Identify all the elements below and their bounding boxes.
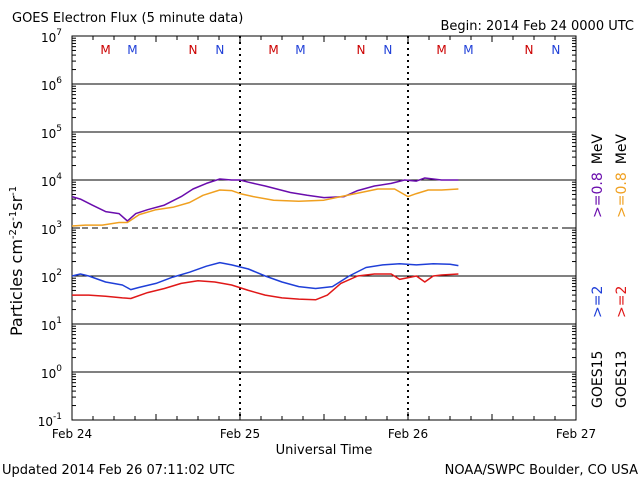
y-axis-label: Particles cm-2s-1sr-1 — [7, 186, 26, 336]
chart-title: GOES Electron Flux (5 minute data) — [12, 11, 243, 26]
y-tick-label: 100 — [41, 364, 62, 381]
legend-goes15-low: >=2 — [590, 286, 606, 318]
y-tick-label: 102 — [41, 268, 62, 285]
legend-goes15-high: >=0.8MeV — [590, 134, 606, 218]
y-tick-label: 107 — [41, 28, 62, 45]
series-line-2 — [71, 261, 459, 291]
legend: >=0.8MeV >=0.8MeV >=2 >=2 GOES15 GOES13 — [590, 134, 630, 408]
local-time-marker: M — [436, 43, 446, 57]
series-line-3 — [72, 273, 459, 301]
series-line-0 — [71, 177, 459, 222]
begin-date: Begin: 2014 Feb 24 0000 UTC — [440, 19, 634, 34]
local-time-marker: N — [551, 43, 560, 57]
local-time-marker: N — [524, 43, 533, 57]
y-tick-label: 106 — [41, 76, 62, 93]
legend-goes13-label: GOES13 — [614, 351, 630, 408]
local-time-marker: M — [100, 43, 110, 57]
x-tick-label: Feb 24 — [52, 427, 92, 441]
local-time-marker: M — [127, 43, 137, 57]
local-time-marker: M — [463, 43, 473, 57]
y-tick-label: 103 — [41, 220, 62, 237]
y-tick-label: 104 — [41, 172, 62, 189]
local-time-marker: N — [215, 43, 224, 57]
legend-goes13-high: >=0.8MeV — [614, 134, 630, 218]
y-tick-label: 10-1 — [38, 412, 62, 429]
series-line-1 — [71, 188, 459, 227]
x-tick-label: Feb 27 — [556, 427, 596, 441]
x-axis-label: Universal Time — [276, 443, 373, 458]
local-time-marker: N — [188, 43, 197, 57]
legend-goes15-label: GOES15 — [590, 351, 606, 408]
x-tick-label: Feb 26 — [388, 427, 428, 441]
legend-goes13-low: >=2 — [614, 286, 630, 318]
updated-timestamp: Updated 2014 Feb 26 07:11:02 UTC — [2, 463, 235, 478]
x-tick-label: Feb 25 — [220, 427, 260, 441]
y-tick-label: 105 — [41, 124, 62, 141]
local-time-marker: N — [356, 43, 365, 57]
local-time-marker: N — [383, 43, 392, 57]
y-tick-label: 101 — [41, 316, 62, 333]
local-time-marker: M — [295, 43, 305, 57]
local-time-marker: M — [268, 43, 278, 57]
data-source: NOAA/SWPC Boulder, CO USA — [445, 463, 638, 478]
